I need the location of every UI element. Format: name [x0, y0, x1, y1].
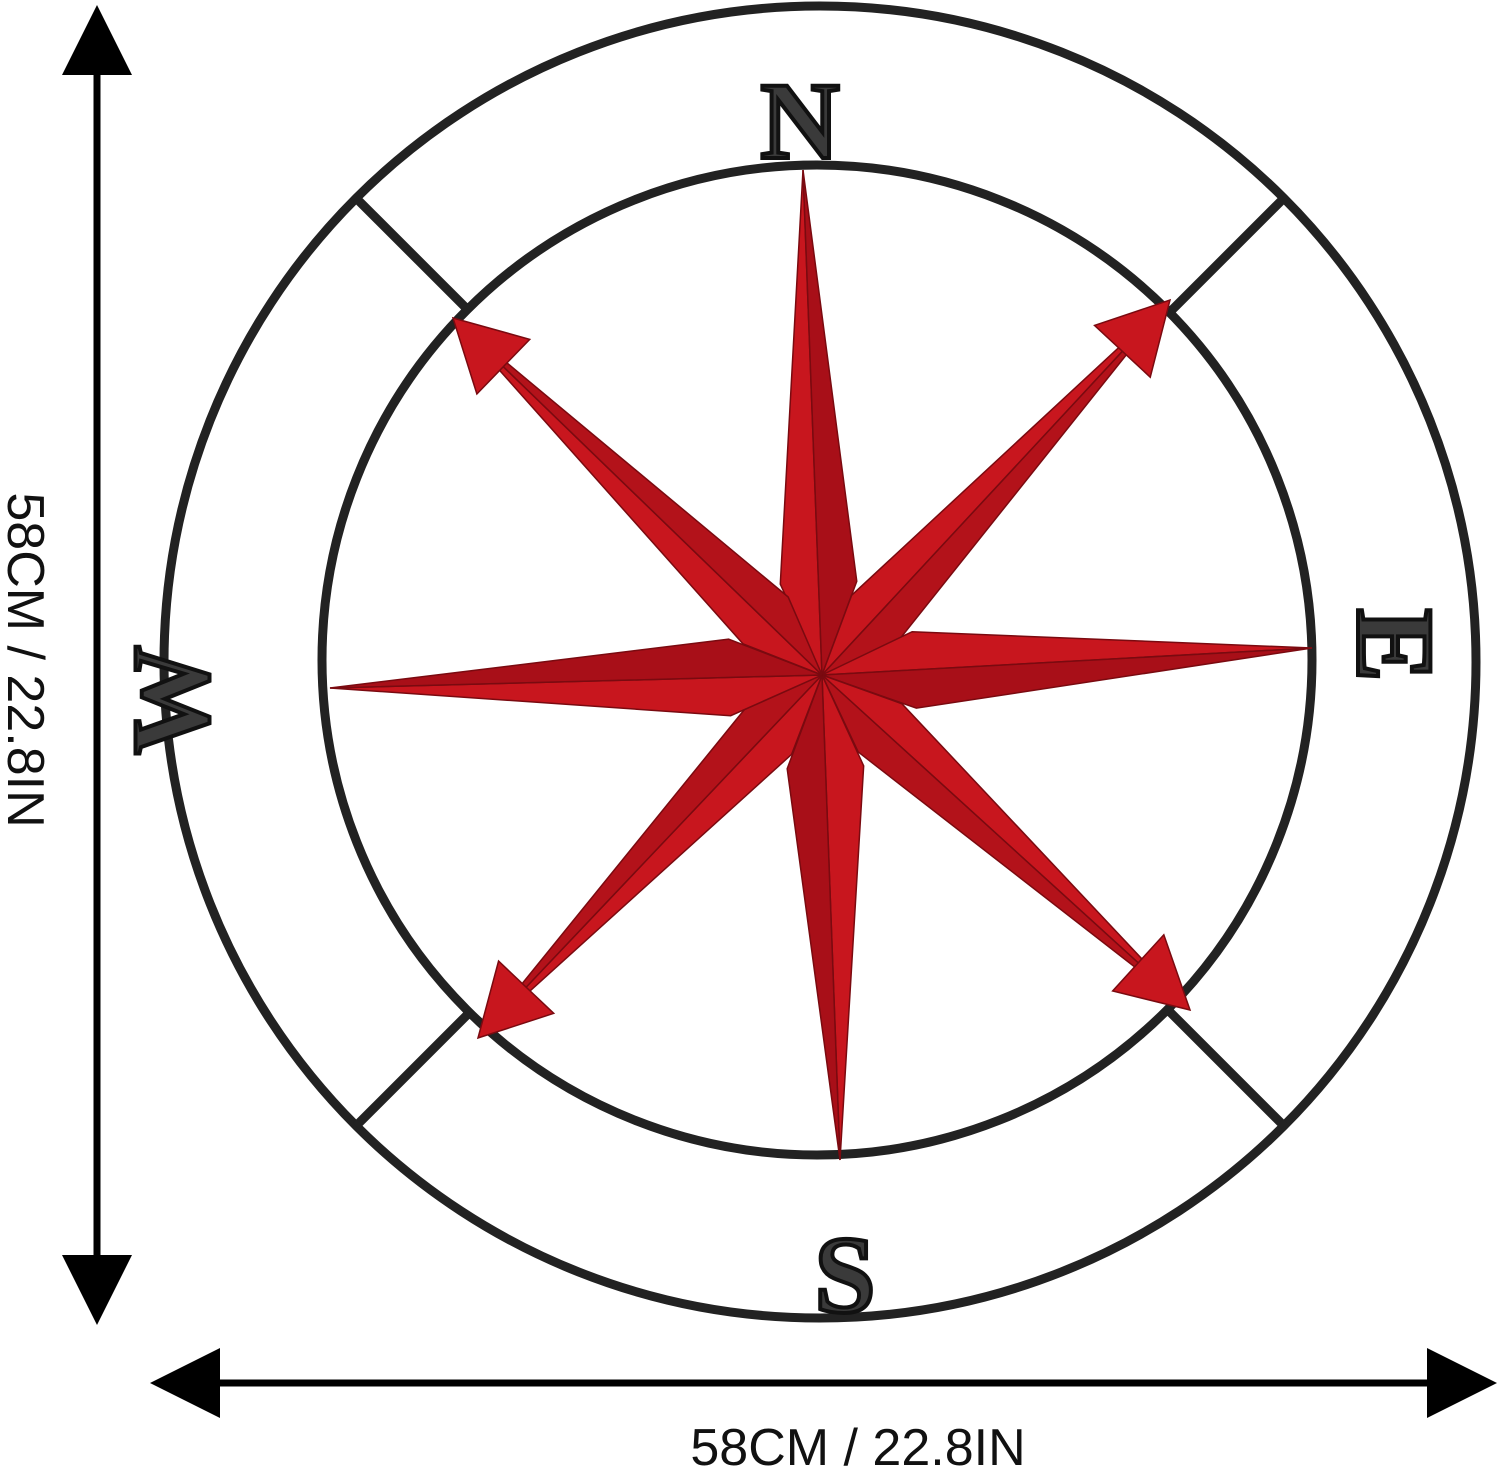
- compass-wall-decor: N S E W: [108, 1, 1481, 1338]
- height-label: 58CM / 22.8IN: [0, 492, 54, 827]
- frame-spokes: [352, 194, 1288, 1130]
- width-label: 58CM / 22.8IN: [690, 1419, 1025, 1476]
- arrow-head-nw: [451, 316, 532, 396]
- spoke: [1166, 1008, 1288, 1130]
- spoke: [352, 194, 474, 316]
- spoke: [352, 1008, 474, 1130]
- letter-west: W: [110, 645, 232, 755]
- outer-ring: [159, 1, 1481, 1323]
- letter-north: N: [760, 60, 839, 182]
- inner-ring: [317, 160, 1317, 1160]
- star-point-nw: [452, 317, 823, 676]
- letter-south: S: [814, 1214, 875, 1336]
- star-point-sw: [477, 674, 823, 1039]
- arrow-head-se: [1111, 933, 1192, 1012]
- arrow-head-ne: [1093, 298, 1172, 379]
- star-point-ne: [821, 299, 1171, 676]
- compass-star: [329, 169, 1313, 1161]
- spoke: [1166, 194, 1288, 316]
- star-point-se: [821, 674, 1191, 1011]
- arrow-head-sw: [476, 959, 556, 1040]
- letter-east: E: [1334, 608, 1456, 681]
